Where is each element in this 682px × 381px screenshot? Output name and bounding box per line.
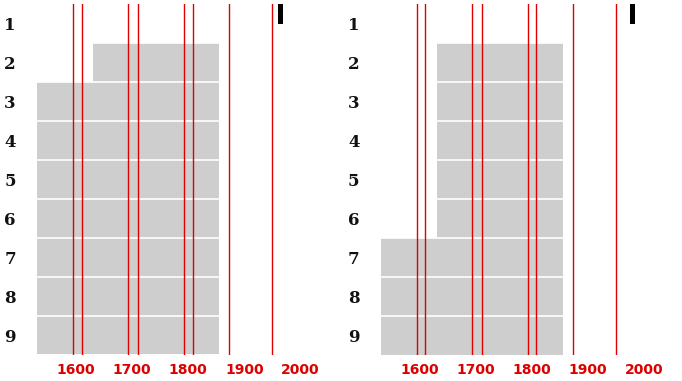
Bar [436, 43, 563, 238]
Bar [37, 82, 219, 354]
Bar [381, 238, 563, 354]
Bar [630, 4, 636, 24]
Bar [278, 4, 283, 24]
Bar [93, 43, 219, 82]
